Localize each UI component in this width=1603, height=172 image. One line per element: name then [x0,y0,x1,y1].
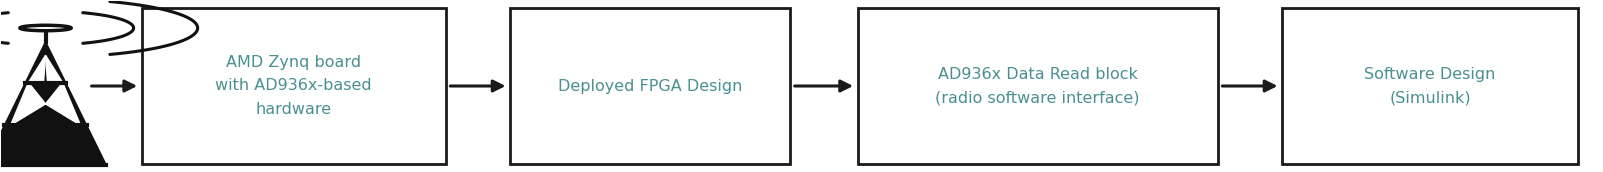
Text: with AD936x-based: with AD936x-based [215,78,372,94]
Text: AD936x Data Read block: AD936x Data Read block [938,67,1138,82]
Polygon shape [29,55,45,83]
Polygon shape [0,42,106,165]
Text: (radio software interface): (radio software interface) [936,90,1140,105]
Polygon shape [45,83,80,125]
Bar [141,8,446,164]
Text: Deployed FPGA Design: Deployed FPGA Design [558,78,742,94]
Text: hardware: hardware [256,102,332,117]
Text: AMD Zynq board: AMD Zynq board [226,55,361,70]
Bar [1282,8,1579,164]
Bar [510,8,790,164]
Circle shape [19,25,71,31]
Bar [858,8,1218,164]
Text: (Simulink): (Simulink) [1390,90,1472,105]
Text: Software Design: Software Design [1364,67,1496,82]
Polygon shape [45,55,63,83]
Polygon shape [11,83,45,125]
